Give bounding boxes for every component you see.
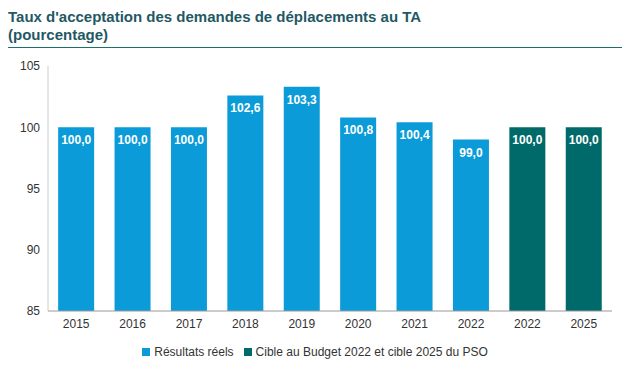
svg-text:2017: 2017 xyxy=(176,317,203,331)
svg-text:100,0: 100,0 xyxy=(512,133,542,147)
svg-text:90: 90 xyxy=(27,243,41,257)
svg-text:2022: 2022 xyxy=(458,317,485,331)
svg-text:2019: 2019 xyxy=(288,317,315,331)
svg-text:100,0: 100,0 xyxy=(569,133,599,147)
svg-text:99,0: 99,0 xyxy=(459,146,483,160)
svg-text:100,0: 100,0 xyxy=(61,133,91,147)
html-text:Taux d'acceptation des demande: Taux d'acceptation des demandes de dépla… xyxy=(8,8,421,43)
svg-text:2022: 2022 xyxy=(514,317,541,331)
svg-text:2025: 2025 xyxy=(570,317,597,331)
svg-text:103,3: 103,3 xyxy=(287,93,317,107)
svg-text:105: 105 xyxy=(20,59,40,73)
svg-text:2015: 2015 xyxy=(63,317,90,331)
svg-text:100: 100 xyxy=(20,121,40,135)
svg-text:2021: 2021 xyxy=(401,317,428,331)
svg-text:2016: 2016 xyxy=(119,317,146,331)
svg-text:2018: 2018 xyxy=(232,317,259,331)
svg-text:102,6: 102,6 xyxy=(230,101,260,115)
svg-text:100,0: 100,0 xyxy=(174,133,204,147)
svg-text:2020: 2020 xyxy=(345,317,372,331)
svg-text:85: 85 xyxy=(27,304,41,318)
svg-text:95: 95 xyxy=(27,182,41,196)
svg-text:100,4: 100,4 xyxy=(400,128,430,142)
svg-text:100,8: 100,8 xyxy=(343,123,373,137)
html-text:Cible au Budget 2022 et cible: Cible au Budget 2022 et cible 2025 du PS… xyxy=(255,345,488,359)
html-text:Résultats réels: Résultats réels xyxy=(154,345,234,359)
svg-text:100,0: 100,0 xyxy=(118,133,148,147)
